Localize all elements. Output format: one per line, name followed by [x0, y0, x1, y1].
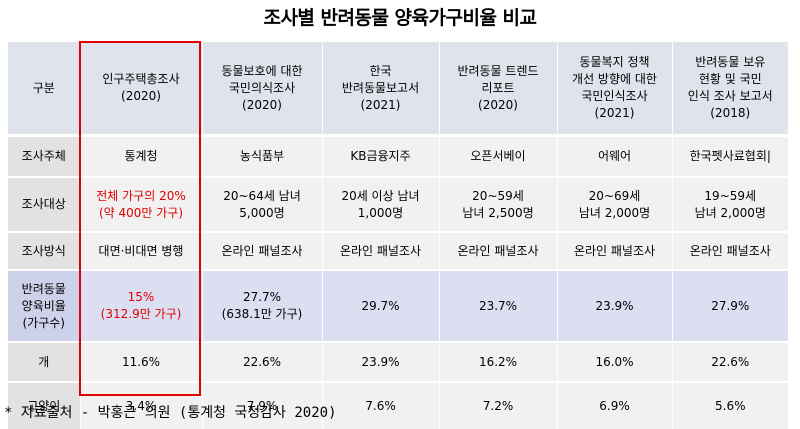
table-cell: 19~59세 남녀 2,000명 [672, 177, 788, 233]
table-cell: 22.6% [672, 342, 788, 383]
table-cell: 29.7% [322, 270, 440, 343]
table-cell: 20~64세 남녀 5,000명 [202, 177, 323, 233]
table-cell: 20~69세 남녀 2,000명 [557, 177, 673, 233]
table-cell: 16.2% [439, 342, 558, 383]
table-cell: 11.6% [80, 342, 203, 383]
table-cell: 온라인 패널조사 [557, 232, 673, 271]
source-footnote: * 자료출처 - 박홍근 의원 (통계청 국정감사 2020) [4, 405, 337, 421]
table-cell: 27.9% [672, 270, 788, 343]
table-row-rate: 반려동물 양육비율 (가구수) 15% (312.9만 가구) 27.7% (6… [8, 270, 788, 343]
table-cell: 오픈서베이 [439, 135, 558, 178]
table-cell: 온라인 패널조사 [202, 232, 323, 271]
table-row-cat: 고양이 3.4% 7.9% 7.6% 7.2% 6.9% 5.6% [8, 382, 788, 429]
page-title: 조사별 반려동물 양육가구비율 비교 [263, 7, 537, 29]
row-label: 고양이 [8, 382, 81, 429]
table-cell: 온라인 패널조사 [322, 232, 440, 271]
table-row-method: 조사방식 대면·비대면 병행 온라인 패널조사 온라인 패널조사 온라인 패널조… [8, 232, 788, 271]
table-cell: 통계청 [80, 135, 203, 178]
table-cell: 3.4% [80, 382, 203, 429]
table-cell: KB금융지주 [322, 135, 440, 178]
row-label: 개 [8, 342, 81, 383]
row-label: 반려동물 양육비율 (가구수) [8, 270, 81, 343]
header-survey: 한국 반려동물보고서 (2021) [322, 42, 440, 137]
header-survey: 동물복지 정책 개선 방향에 대한 국민인식조사 (2021) [557, 42, 673, 137]
table-cell: 23.9% [557, 270, 673, 343]
table-cell: 7.2% [439, 382, 558, 429]
table-cell: 16.0% [557, 342, 673, 383]
table-cell: 23.7% [439, 270, 558, 343]
row-label: 조사방식 [8, 232, 81, 271]
table-cell: 20~59세 남녀 2,500명 [439, 177, 558, 233]
table-cell: 23.9% [322, 342, 440, 383]
table-row-target: 조사대상 전체 가구의 20% (약 400만 가구) 20~64세 남녀 5,… [8, 177, 788, 233]
table-cell: 대면·비대면 병행 [80, 232, 203, 271]
table-cell: 7.9% [202, 382, 323, 429]
header-row: 구분 인구주택총조사 (2020) 동물보호에 대한 국민의식조사 (2020)… [8, 42, 788, 137]
table-cell: 7.6% [322, 382, 440, 429]
table-cell: 농식품부 [202, 135, 323, 178]
table-row-dog: 개 11.6% 22.6% 23.9% 16.2% 16.0% 22.6% [8, 342, 788, 383]
table-cell: 어웨어 [557, 135, 673, 178]
table-cell: 22.6% [202, 342, 323, 383]
table-row-subject: 조사주체 통계청 농식품부 KB금융지주 오픈서베이 어웨어 한국펫사료협회| [8, 135, 788, 178]
table-cell: 6.9% [557, 382, 673, 429]
table-cell: 5.6% [672, 382, 788, 429]
header-label: 구분 [8, 42, 81, 137]
header-survey: 동물보호에 대한 국민의식조사 (2020) [202, 42, 323, 137]
header-survey: 반려동물 보유 현황 및 국민 인식 조사 보고서 (2018) [672, 42, 788, 137]
comparison-table: 구분 인구주택총조사 (2020) 동물보호에 대한 국민의식조사 (2020)… [8, 42, 788, 429]
table-cell: 한국펫사료협회| [672, 135, 788, 178]
table-cell: 15% (312.9만 가구) [80, 270, 203, 343]
row-label: 조사주체 [8, 135, 81, 178]
row-label: 조사대상 [8, 177, 81, 233]
header-survey: 인구주택총조사 (2020) [80, 42, 203, 137]
table-cell: 27.7% (638.1만 가구) [202, 270, 323, 343]
table-cell: 전체 가구의 20% (약 400만 가구) [80, 177, 203, 233]
header-survey: 반려동물 트렌드 리포트 (2020) [439, 42, 558, 137]
table-cell: 20세 이상 남녀 1,000명 [322, 177, 440, 233]
table-cell: 온라인 패널조사 [672, 232, 788, 271]
table-cell: 온라인 패널조사 [439, 232, 558, 271]
